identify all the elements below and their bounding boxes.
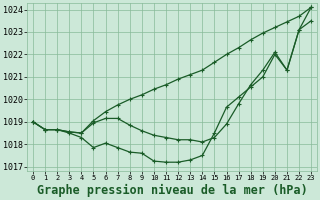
X-axis label: Graphe pression niveau de la mer (hPa): Graphe pression niveau de la mer (hPa) (37, 184, 308, 197)
